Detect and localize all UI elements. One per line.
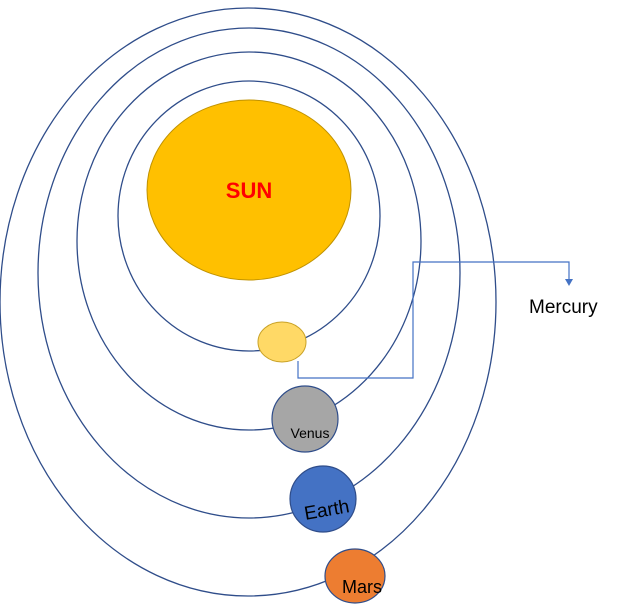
orbit-mercury: [117, 80, 381, 352]
venus-planet: [271, 385, 339, 453]
sun-label: SUN: [226, 178, 272, 203]
orbit-venus: [76, 51, 422, 431]
mars-planet: [324, 548, 386, 604]
mars-label: Mars: [342, 577, 382, 597]
callout-arrowhead: [565, 279, 573, 286]
sun: [146, 99, 352, 281]
mercury-planet: [257, 321, 307, 363]
mercury-callout-line: [297, 261, 570, 379]
venus-label: Venus: [291, 425, 330, 441]
orbit-earth: [37, 27, 461, 519]
orbit-mars: [0, 7, 497, 597]
mercury-callout-label: Mercury: [529, 297, 598, 318]
earth-planet: [289, 465, 357, 533]
